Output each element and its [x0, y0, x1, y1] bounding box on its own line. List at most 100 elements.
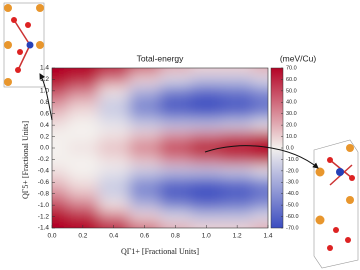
x-tick-label: 1.4 — [263, 233, 272, 240]
heatmap-cell — [52, 153, 68, 166]
heatmap-cell — [252, 188, 268, 200]
heatmap-cell — [129, 199, 161, 212]
arrow — [204, 145, 319, 169]
heatmap-cell — [67, 130, 99, 143]
colorbar-tick-label: 40.0 — [286, 100, 297, 106]
heatmap-cell — [190, 199, 223, 212]
colorbar-tick-label: 70.0 — [286, 65, 297, 71]
heatmap-cell — [190, 85, 223, 98]
heatmap-cell — [98, 130, 130, 143]
colorbar-tick-label: -30.0 — [286, 180, 299, 186]
heatmap-cell — [67, 68, 99, 75]
y-tick-label: 0.6 — [40, 110, 49, 117]
heatmap-cell — [98, 68, 130, 75]
heatmap-cell — [67, 153, 99, 166]
heatmap-cell — [160, 142, 192, 155]
colorbar-tick-label: -20.0 — [286, 168, 299, 174]
heatmap-cell — [221, 199, 254, 212]
heatmap-cell — [190, 165, 223, 178]
heatmap-cell — [190, 119, 223, 132]
heatmap-cell — [252, 165, 268, 178]
heatmap-cell — [67, 210, 99, 223]
heatmap-cell — [160, 188, 192, 200]
y-tick-label: 1.2 — [40, 76, 49, 83]
heatmap-cell — [52, 68, 68, 75]
x-tick-label: 0.4 — [109, 233, 118, 240]
x-tick-label: 0.8 — [171, 233, 180, 240]
heatmap-cell — [98, 176, 130, 189]
heatmap-cell — [190, 210, 223, 223]
x-tick-label: 0.0 — [47, 233, 56, 240]
heatmap-cell — [52, 210, 68, 223]
heatmap-cell — [190, 153, 223, 166]
y-axis-label: QΓ5+ [Fractional Units] — [21, 121, 30, 199]
heatmap-cell — [252, 85, 268, 98]
heatmap-cell — [252, 199, 268, 212]
heatmap-cell — [160, 130, 192, 143]
heatmap-cell — [252, 119, 268, 132]
colorbar-tick-label: 50.0 — [286, 88, 297, 94]
heatmap-cell — [252, 96, 268, 109]
heatmap-cell — [252, 142, 268, 155]
y-tick-label: 0.4 — [40, 122, 49, 129]
heatmap-cell — [252, 153, 268, 166]
heatmap-cell — [52, 96, 68, 109]
heatmap-cell — [160, 108, 192, 120]
heatmap-cell — [52, 85, 68, 98]
x-tick-label: 0.2 — [78, 233, 87, 240]
heatmap-cell — [160, 96, 192, 109]
colorbar-tick-label: -70.0 — [286, 225, 299, 231]
heatmap-cell — [98, 108, 130, 120]
heatmap-cell — [221, 210, 254, 223]
heatmap-cell — [252, 73, 268, 86]
heatmap-cell — [98, 85, 130, 98]
heatmap-cell — [52, 130, 68, 143]
heatmap-cell — [221, 85, 254, 98]
heatmap-cell — [129, 153, 161, 166]
colorbar-tick-label: 10.0 — [286, 134, 297, 140]
heatmap-cell — [67, 199, 99, 212]
heatmap-cell — [67, 188, 99, 200]
heatmap-cell — [52, 188, 68, 200]
heatmap-cell — [98, 165, 130, 178]
heatmap-cell — [252, 176, 268, 189]
heatmap-cell — [252, 68, 268, 75]
colorbar-tick-label: 20.0 — [286, 123, 297, 129]
heatmap-cell — [67, 165, 99, 178]
colorbar-tick-label: 30.0 — [286, 111, 297, 117]
heatmap-cell — [190, 188, 223, 200]
heatmap-cell — [221, 108, 254, 120]
crystal-left — [3, 2, 45, 88]
heatmap-cell — [129, 85, 161, 98]
heatmap-cell — [252, 222, 268, 228]
chart-title: Total-energy — [137, 53, 185, 63]
heatmap-cell — [67, 222, 99, 228]
heatmap-cell — [221, 165, 254, 178]
y-tick-label: -1.4 — [38, 225, 50, 232]
x-tick-label: 1.2 — [233, 233, 242, 240]
heatmap-cell — [221, 188, 254, 200]
heatmap-cell — [129, 73, 161, 86]
heatmap-cell — [52, 73, 68, 86]
y-tick-label: -1.0 — [38, 202, 50, 209]
heatmap-cell — [221, 176, 254, 189]
heatmap-cell — [160, 119, 192, 132]
heatmap-cell — [252, 210, 268, 223]
y-tick-label: 0.2 — [40, 133, 49, 140]
heatmap-cell — [67, 142, 99, 155]
heatmap-cell — [98, 210, 130, 223]
crystal-right — [313, 139, 359, 269]
heatmap-cell — [98, 199, 130, 212]
heatmap-cell — [160, 165, 192, 178]
y-tick-label: -0.4 — [38, 168, 50, 175]
colorbar-tick-label: -60.0 — [286, 214, 299, 220]
heatmap-cell — [67, 108, 99, 120]
heatmap-cell — [252, 108, 268, 120]
heatmap-cell — [98, 73, 130, 86]
heatmap-cell — [129, 165, 161, 178]
heatmap-cell — [129, 130, 161, 143]
heatmap-cell — [98, 188, 130, 200]
heatmap-cell — [67, 85, 99, 98]
heatmap-cell — [190, 142, 223, 155]
heatmap-cell — [190, 176, 223, 189]
